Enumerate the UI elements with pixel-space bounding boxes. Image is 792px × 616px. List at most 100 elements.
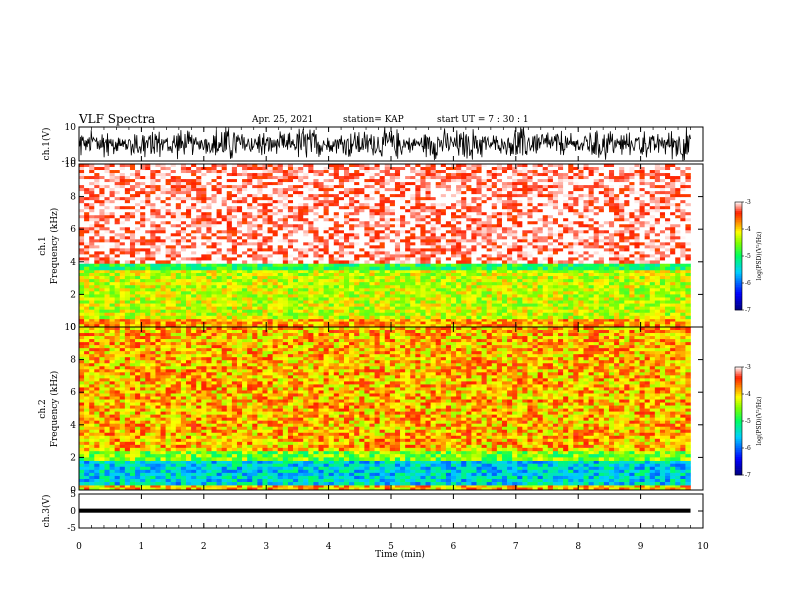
- ch1-spectrogram-cell: [578, 276, 583, 279]
- ch1-spectrogram-cell: [446, 173, 451, 176]
- ch1-spectrogram-cell: [375, 297, 380, 300]
- ch1-spectrogram-cell: [334, 233, 339, 236]
- ch1-spectrogram-cell: [155, 322, 160, 325]
- ch1-spectrogram-cell: [364, 200, 369, 203]
- ch1-spectrogram-cell: [303, 167, 308, 170]
- ch1-spectrogram-cell: [268, 179, 273, 182]
- ch1-spectrogram-cell: [196, 230, 201, 233]
- ch1-spectrogram-cell: [573, 267, 578, 271]
- ch1-spectrogram-cell: [186, 170, 191, 173]
- ch1-spectrogram-cell: [232, 236, 237, 239]
- ch1-spectrogram-cell: [482, 310, 487, 313]
- ch1-spectrogram-cell: [176, 245, 181, 248]
- ch1-spectrogram-cell: [522, 301, 527, 304]
- ch1-spectrogram-cell: [431, 288, 436, 291]
- ch1-spectrogram-cell: [140, 203, 145, 206]
- ch1-spectrogram-cell: [385, 227, 390, 230]
- ch1-spectrogram-cell: [319, 215, 324, 218]
- ch1-spectrogram-cell: [247, 279, 252, 282]
- ch1-spectrogram-cell: [359, 260, 364, 263]
- ch1-spectrogram-cell: [278, 197, 283, 200]
- ch1-spectrogram-cell: [329, 209, 334, 212]
- ch1-spectrogram-cell: [262, 170, 267, 173]
- ch1-spectrogram-cell: [451, 242, 456, 245]
- ch1-spectrogram-cell: [104, 270, 109, 273]
- ch1-spectrogram-cell: [324, 310, 329, 313]
- ch1-spectrogram-cell: [135, 257, 140, 260]
- ch1-spectrogram-cell: [206, 270, 211, 273]
- ch1-spectrogram-cell: [456, 279, 461, 282]
- ch1-spectrogram-cell: [99, 167, 104, 170]
- ch1-spectrogram-cell: [313, 304, 318, 307]
- ch1-spectrogram-cell: [278, 221, 283, 224]
- ch1-spectrogram-cell: [568, 267, 573, 271]
- ch1-spectrogram-cell: [533, 276, 538, 279]
- ch1-spectrogram-cell: [288, 248, 293, 251]
- ch1-spectrogram-cell: [385, 242, 390, 245]
- ch1-spectrogram-cell: [405, 185, 410, 188]
- ch1-spectrogram-cell: [110, 248, 115, 251]
- ch1-spectrogram-cell: [150, 276, 155, 279]
- ch1-spectrogram-cell: [390, 173, 395, 176]
- ch1-spectrogram-cell: [135, 167, 140, 170]
- ch1-spectrogram-cell: [349, 257, 354, 260]
- ch1-spectrogram-cell: [237, 236, 242, 239]
- ch1-spectrogram-cell: [166, 285, 171, 288]
- ch1-spectrogram-cell: [431, 276, 436, 279]
- ch1-spectrogram-cell: [390, 257, 395, 260]
- ch1-spectrogram-cell: [426, 273, 431, 276]
- ch1-spectrogram-cell: [308, 197, 313, 200]
- ch1-spectrogram-cell: [385, 173, 390, 176]
- ch1-spectrogram-cell: [604, 291, 609, 294]
- ch1-spectrogram-cell: [359, 218, 364, 221]
- ch1-spectrogram-cell: [140, 188, 145, 191]
- ch1-spectrogram-cell: [431, 197, 436, 200]
- ch1-spectrogram-cell: [415, 236, 420, 239]
- ch1-spectrogram-cell: [594, 263, 599, 267]
- ch1-spectrogram-cell: [79, 218, 84, 221]
- ch1-spectrogram-cell: [354, 319, 359, 322]
- ch1-spectrogram-cell: [349, 251, 354, 254]
- ch1-spectrogram-cell: [645, 291, 650, 294]
- ch1-spectrogram-cell: [115, 233, 120, 236]
- ch1-spectrogram-cell: [512, 319, 517, 322]
- ch1-spectrogram-cell: [410, 257, 415, 260]
- ch1-spectrogram-cell: [252, 194, 257, 197]
- ch1-spectrogram-cell: [640, 273, 645, 276]
- ch1-spectrogram-cell: [584, 294, 589, 297]
- ch1-spectrogram-cell: [380, 245, 385, 248]
- ch1-spectrogram-cell: [680, 279, 685, 282]
- ch1-spectrogram-cell: [120, 230, 125, 233]
- ch1-spectrogram-cell: [359, 304, 364, 307]
- ch1-spectrogram-cell: [319, 200, 324, 203]
- ch1-spectrogram-cell: [176, 316, 181, 319]
- ch1-spectrogram-cell: [655, 313, 660, 316]
- ch1-spectrogram-cell: [369, 227, 374, 230]
- ch1-spectrogram-cell: [420, 285, 425, 288]
- ch1-spectrogram-cell: [227, 248, 232, 251]
- ch1-spectrogram-cell: [334, 167, 339, 170]
- ch1-spectrogram-cell: [553, 285, 558, 288]
- ch1-spectrogram-cell: [227, 245, 232, 248]
- ch1-spectrogram-cell: [227, 182, 232, 185]
- ch1-spectrogram-cell: [181, 270, 186, 273]
- ch1-spectrogram-cell: [140, 179, 145, 182]
- ch1-spectrogram-cell: [150, 270, 155, 273]
- ch1-spectrogram-cell: [293, 291, 298, 294]
- ch1-spectrogram-cell: [171, 188, 176, 191]
- ch1-spectrogram-cell: [237, 200, 242, 203]
- ch1-spectrogram-cell: [298, 212, 303, 215]
- ch1-spectrogram-cell: [150, 179, 155, 182]
- ch1-spectrogram-cell: [604, 270, 609, 273]
- ch1-spectrogram-cell: [629, 270, 634, 273]
- ch1-spectrogram-cell: [359, 316, 364, 319]
- ch1-spectrogram-cell: [79, 203, 84, 206]
- ch1-spectrogram-cell: [405, 239, 410, 242]
- ch1-spectrogram-cell: [369, 307, 374, 310]
- ch1-spectrogram-cell: [247, 322, 252, 325]
- ch1-spectrogram-cell: [186, 279, 191, 282]
- ch1-spectrogram-cell: [181, 230, 186, 233]
- ch1-spectrogram-cell: [257, 307, 262, 310]
- ch1-spectrogram-cell: [349, 248, 354, 251]
- ch1-spectrogram-cell: [492, 322, 497, 325]
